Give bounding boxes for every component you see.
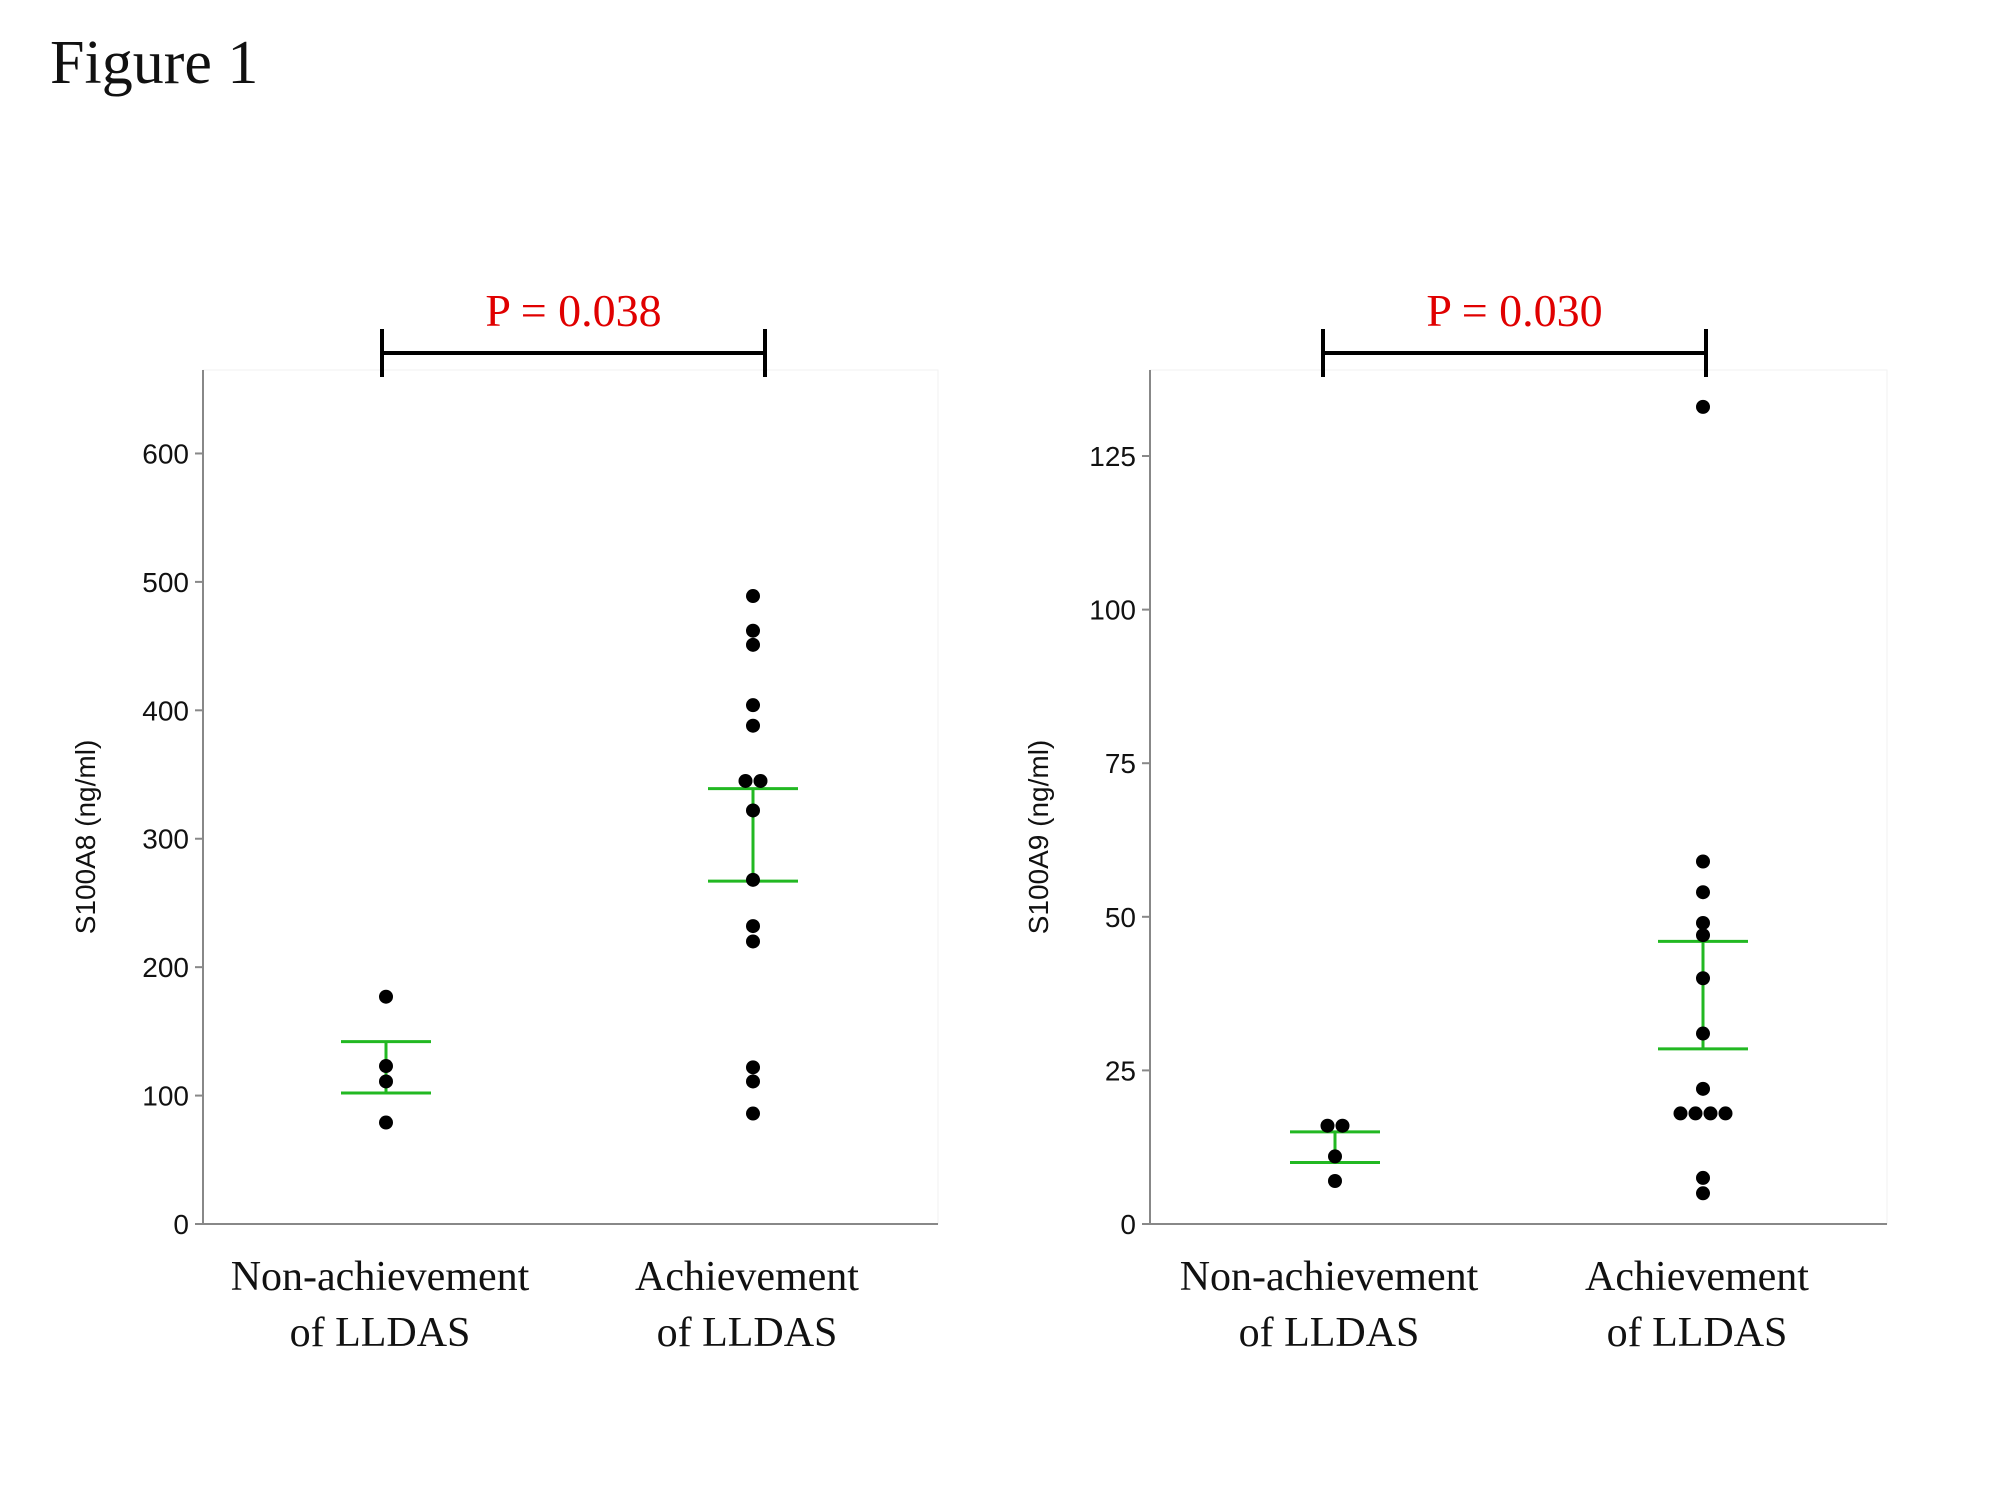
y-tick-label: 100 bbox=[1089, 595, 1136, 626]
plot-area bbox=[202, 369, 939, 1225]
data-point bbox=[746, 872, 760, 887]
data-point bbox=[1696, 928, 1710, 943]
x-category-label-line: Non-achievement bbox=[231, 1254, 530, 1300]
x-category-label-line: of LLDAS bbox=[1239, 1310, 1420, 1356]
y-tick-label: 500 bbox=[142, 567, 189, 598]
x-category-label-line: of LLDAS bbox=[1607, 1310, 1788, 1356]
data-point bbox=[1703, 1106, 1718, 1121]
y-tick-label: 50 bbox=[1105, 902, 1136, 933]
data-point bbox=[746, 623, 760, 638]
data-point bbox=[1673, 1106, 1688, 1121]
y-axis-title: S100A9 (ng/ml) bbox=[1023, 740, 1054, 935]
data-point bbox=[1335, 1118, 1350, 1133]
data-point bbox=[746, 1074, 760, 1089]
data-point bbox=[1688, 1106, 1703, 1121]
data-point bbox=[1696, 885, 1710, 900]
plot-area bbox=[1149, 369, 1888, 1225]
x-category-label-line: Non-achievement bbox=[1180, 1254, 1479, 1300]
data-point bbox=[746, 698, 760, 713]
data-point bbox=[753, 773, 768, 788]
y-tick-label: 125 bbox=[1089, 441, 1136, 472]
x-category-label: Non-achievement of LLDAS bbox=[231, 1254, 530, 1356]
chart-panel-2: 0 25 50 75 100 125 S100A9 (ng/ml) Non-achieveme… bbox=[1023, 285, 1888, 1356]
y-tick-label: 0 bbox=[1120, 1209, 1136, 1240]
y-tick-label: 0 bbox=[173, 1209, 189, 1240]
data-point bbox=[746, 718, 760, 733]
data-point bbox=[746, 803, 760, 818]
data-point bbox=[1328, 1173, 1342, 1188]
data-point bbox=[379, 1059, 393, 1074]
significance-bracket bbox=[1321, 329, 1708, 377]
x-category-label-line: of LLDAS bbox=[657, 1310, 838, 1356]
data-point bbox=[1328, 1149, 1342, 1164]
data-point bbox=[738, 773, 753, 788]
x-category-label-line: of LLDAS bbox=[290, 1310, 471, 1356]
data-point bbox=[379, 989, 393, 1004]
data-point bbox=[1696, 1026, 1710, 1041]
x-category-label: Achievement of LLDAS bbox=[635, 1254, 859, 1356]
data-point bbox=[746, 1060, 760, 1075]
p-value-label: P = 0.038 bbox=[485, 285, 661, 336]
data-point bbox=[746, 589, 760, 604]
data-point bbox=[1696, 971, 1710, 986]
significance-bracket bbox=[380, 329, 767, 377]
y-tick-label: 600 bbox=[142, 438, 189, 469]
p-value-label: P = 0.030 bbox=[1426, 285, 1602, 336]
data-point bbox=[1696, 1186, 1710, 1201]
data-point bbox=[1696, 1081, 1710, 1096]
data-point bbox=[1320, 1118, 1335, 1133]
x-category-label: Achievement of LLDAS bbox=[1585, 1254, 1809, 1356]
x-category-label: Non-achievement of LLDAS bbox=[1180, 1254, 1479, 1356]
figure-title: Figure 1 bbox=[50, 29, 259, 97]
x-category-label-line: Achievement bbox=[1585, 1254, 1809, 1300]
data-point bbox=[1696, 854, 1710, 869]
y-tick-label: 75 bbox=[1105, 748, 1136, 779]
x-category-label-line: Achievement bbox=[635, 1254, 859, 1300]
data-point bbox=[379, 1074, 393, 1089]
data-point bbox=[1696, 915, 1710, 930]
y-axis-title: S100A8 (ng/ml) bbox=[70, 740, 101, 935]
data-point bbox=[1696, 399, 1710, 414]
data-point bbox=[746, 934, 760, 949]
data-point bbox=[746, 1106, 760, 1121]
data-point bbox=[379, 1115, 393, 1130]
y-tick-label: 100 bbox=[142, 1081, 189, 1112]
y-tick-label: 200 bbox=[142, 952, 189, 983]
y-tick-label: 400 bbox=[142, 695, 189, 726]
y-tick-label: 25 bbox=[1105, 1055, 1136, 1086]
data-point bbox=[746, 637, 760, 652]
data-point bbox=[1696, 1170, 1710, 1185]
y-tick-label: 300 bbox=[142, 824, 189, 855]
chart-panel-1: 0 100 200 300 400 500 600 S100A8 (ng/ml) Non-ach… bbox=[70, 285, 939, 1356]
data-point bbox=[746, 919, 760, 934]
data-point bbox=[1718, 1106, 1733, 1121]
